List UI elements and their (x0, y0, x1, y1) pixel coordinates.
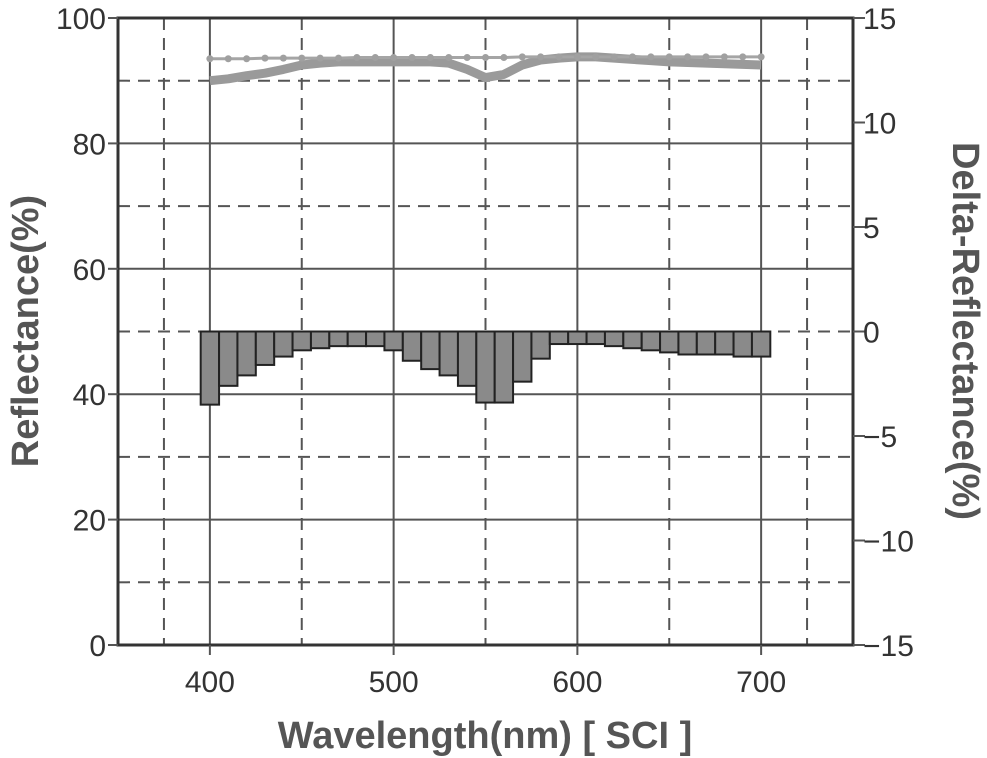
line-marker (482, 54, 489, 61)
delta-bar (476, 332, 494, 403)
line-marker (353, 54, 360, 61)
line-marker (206, 55, 213, 62)
line-marker (519, 53, 526, 60)
delta-bar (623, 332, 641, 349)
delta-bar (642, 332, 660, 351)
delta-bar (293, 332, 311, 351)
line-marker (445, 54, 452, 61)
delta-bar (348, 332, 366, 347)
line-marker (317, 55, 324, 62)
line-marker (666, 53, 673, 60)
delta-bar (660, 332, 678, 353)
delta-bar (256, 332, 274, 365)
line-marker (611, 53, 618, 60)
delta-bar (697, 332, 715, 355)
tick-label-left: 0 (89, 630, 106, 663)
line-marker (647, 53, 654, 60)
line-marker (758, 53, 765, 60)
line-marker (721, 53, 728, 60)
delta-bar (458, 332, 476, 386)
line-marker (409, 54, 416, 61)
tick-label-left: 20 (73, 505, 106, 538)
delta-bar (678, 332, 696, 355)
line-marker (372, 54, 379, 61)
tick-label-right: 15 (863, 3, 896, 36)
line-marker (464, 54, 471, 61)
delta-bar (752, 332, 770, 357)
delta-bar (384, 332, 402, 351)
line-marker (629, 53, 636, 60)
delta-bar (421, 332, 439, 370)
tick-label-left: 40 (73, 379, 106, 412)
delta-bar (329, 332, 347, 347)
tick-label-x: 600 (552, 666, 602, 699)
delta-bar (531, 332, 549, 359)
line-marker (298, 55, 305, 62)
line-marker (390, 54, 397, 61)
line-marker (427, 54, 434, 61)
tick-label-right: 0 (863, 317, 880, 350)
delta-bar (513, 332, 531, 382)
tick-label-left: 80 (73, 128, 106, 161)
line-marker (280, 55, 287, 62)
tick-label-x: 400 (185, 666, 235, 699)
tick-label-left: 60 (73, 254, 106, 287)
line-marker (335, 55, 342, 62)
line-marker (243, 55, 250, 62)
right-axis-title: Delta-Reflectance(%) (944, 142, 986, 520)
tick-label-right: −15 (863, 630, 914, 663)
line-marker (574, 53, 581, 60)
delta-bar (237, 332, 255, 376)
delta-bar (366, 332, 384, 347)
delta-bar (605, 332, 623, 347)
line-marker (703, 53, 710, 60)
delta-bar (440, 332, 458, 376)
delta-bar (403, 332, 421, 361)
line-marker (556, 53, 563, 60)
tick-label-right: 5 (863, 212, 880, 245)
delta-bar (219, 332, 237, 386)
tick-label-x: 700 (736, 666, 786, 699)
left-axis-title: Reflectance(%) (5, 195, 47, 467)
delta-bar (495, 332, 513, 403)
delta-bar (734, 332, 752, 357)
line-marker (537, 53, 544, 60)
tick-label-left: 100 (56, 3, 106, 36)
delta-bar (274, 332, 292, 357)
x-axis-title: Wavelength(nm) [ SCI ] (278, 715, 692, 757)
tick-label-x: 500 (369, 666, 419, 699)
line-marker (500, 54, 507, 61)
delta-bar (587, 332, 605, 345)
line-marker (225, 55, 232, 62)
line-marker (592, 53, 599, 60)
delta-bar (715, 332, 733, 355)
line-marker (684, 53, 691, 60)
delta-bar (201, 332, 219, 405)
line-marker (739, 53, 746, 60)
line-marker (262, 55, 269, 62)
delta-bar (311, 332, 329, 349)
tick-label-right: 10 (863, 108, 896, 141)
tick-label-right: −10 (863, 526, 914, 559)
delta-bar (568, 332, 586, 345)
tick-label-right: −5 (863, 421, 897, 454)
delta-bar (550, 332, 568, 345)
